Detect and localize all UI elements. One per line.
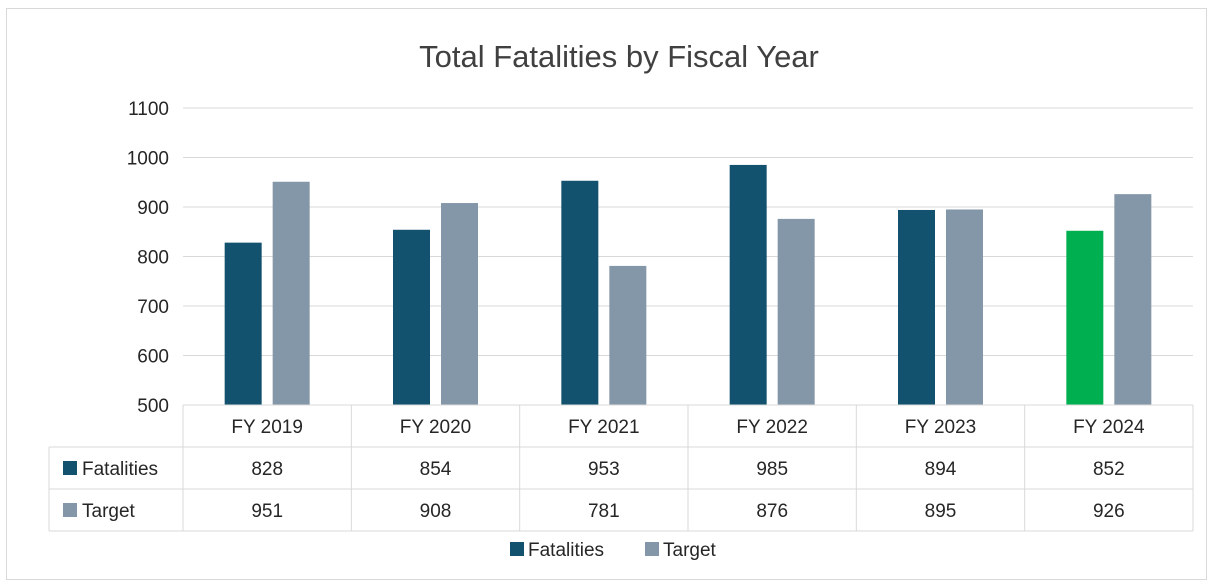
category-label: FY 2024 [1073,417,1145,438]
table-series-label: Fatalities [82,459,158,480]
data-value: 953 [588,459,620,480]
data-value: 951 [251,501,283,522]
bar-fatalities-3 [729,164,767,405]
y-axis-ticks: 1100 1000 900 800 700 600 500 [127,99,169,417]
legend-key-target [645,542,659,556]
data-table: FY 2019 FY 2020 FY 2021 FY 2022 FY 2023 FY 20… [48,404,1194,532]
y-tick-label: 1000 [127,149,169,170]
fatalities-chart: Total Fatalities by Fiscal Year 1100 1000… [48,39,1194,561]
data-value: 828 [251,459,283,480]
bar-fatalities-0 [224,242,262,405]
bar-fatalities-1 [393,229,430,405]
bar-fatalities-4 [898,209,935,405]
data-value: 895 [925,501,957,522]
bar-target-4 [946,209,983,405]
category-label: FY 2022 [736,417,807,438]
table-series-label: Target [82,501,136,522]
category-label: FY 2021 [568,417,639,438]
data-value: 852 [1093,459,1125,480]
table-legend-key-fatalities [63,461,77,475]
legend-label: Fatalities [528,540,604,561]
y-tick-label: 600 [137,347,169,368]
table-legend-key-target [63,503,77,517]
data-value: 908 [420,501,452,522]
category-label: FY 2020 [400,417,471,438]
y-tick-label: 1100 [128,99,169,120]
legend-label: Target [663,540,717,561]
y-tick-label: 800 [137,248,169,269]
bar-target-3 [777,218,815,405]
bar-fatalities-2 [561,180,599,405]
legend-key-fatalities [510,542,524,556]
bar-fatalities-5 [1066,230,1104,405]
bar-target-2 [609,265,647,405]
legend: Fatalities Target [510,540,717,561]
gridlines [183,107,1193,356]
category-label: FY 2023 [905,417,976,438]
data-value: 781 [588,501,620,522]
category-label: FY 2019 [231,417,302,438]
bar-target-5 [1114,194,1152,405]
y-tick-label: 700 [137,297,169,318]
data-value: 876 [756,501,788,522]
y-tick-label: 500 [137,396,169,417]
data-value: 854 [420,459,452,480]
chart-container: Total Fatalities by Fiscal Year 1100 1000… [6,8,1207,580]
y-tick-label: 900 [137,198,169,219]
bars [224,164,1152,405]
bar-target-0 [272,181,310,405]
chart-title: Total Fatalities by Fiscal Year [419,39,819,74]
data-value: 926 [1093,501,1125,522]
data-value: 894 [925,459,957,480]
data-value: 985 [756,459,788,480]
bar-target-1 [441,203,478,405]
